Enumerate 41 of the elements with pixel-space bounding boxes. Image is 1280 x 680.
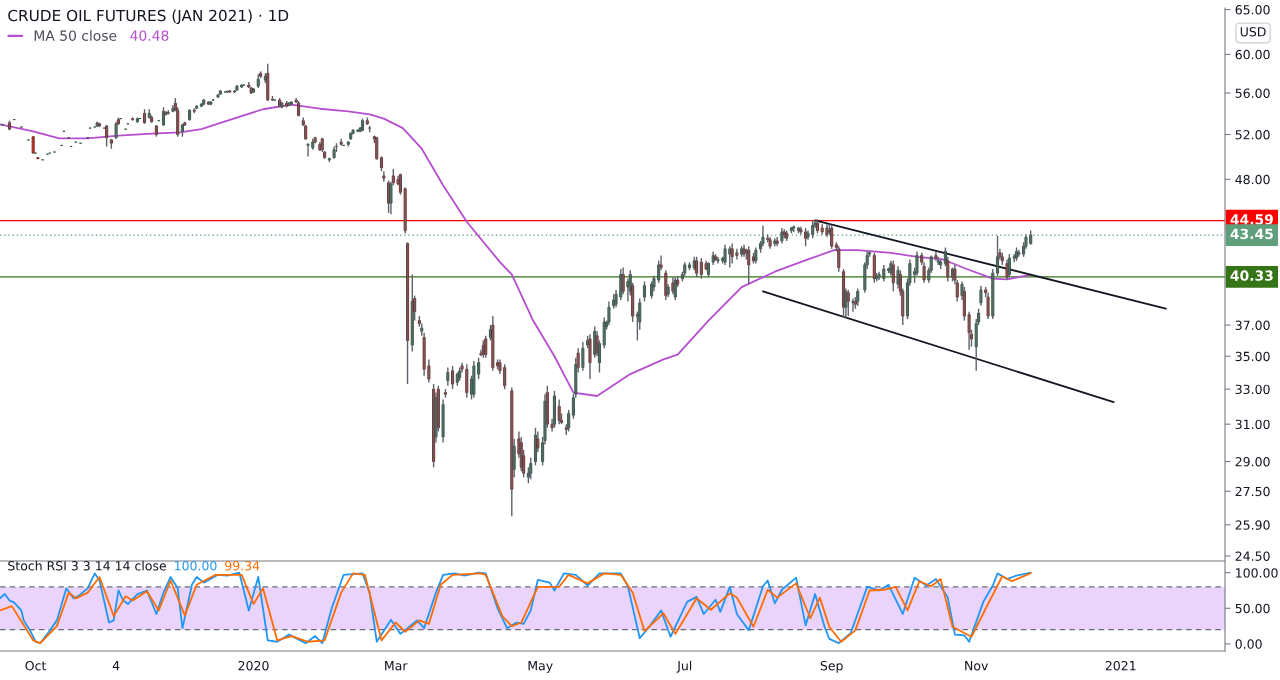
y-tick-label: 52.00 — [1235, 129, 1270, 140]
annotation: 99.34 — [225, 561, 260, 571]
candlestick — [271, 95, 274, 102]
y-tick-label: 100.00 — [1236, 568, 1278, 578]
candlestick — [31, 136, 35, 154]
y-tick-label: 35.00 — [1235, 351, 1270, 362]
x-tick-label: Mar — [385, 661, 408, 671]
y-tick-label: 24.50 — [1235, 551, 1270, 561]
y-tick-label: 33.00 — [1235, 384, 1270, 395]
y-tick-label: 50.00 — [1235, 603, 1270, 614]
line-series — [0, 103, 1032, 397]
chart-title: Stoch RSI 3 3 14 14 close — [8, 560, 167, 571]
y-axis-title: USD — [1240, 27, 1266, 37]
ref-line-label: 44.59 — [1230, 214, 1273, 225]
y-tick-label: 60.00 — [1235, 49, 1270, 60]
annotation: 40.48 — [130, 30, 169, 41]
x-tick-label: 2020 — [238, 660, 269, 671]
y-tick-label: 29.00 — [1235, 456, 1270, 467]
ref-line-label: 43.45 — [1230, 228, 1273, 240]
y-tick-label: 56.00 — [1235, 88, 1270, 98]
annotation: 100.00 — [175, 561, 217, 571]
x-tick-label: May — [528, 661, 553, 673]
candlestick — [252, 87, 256, 94]
y-tick-label: 27.50 — [1235, 486, 1270, 497]
x-tick-label: Jul — [676, 660, 692, 673]
legend-label: MA 50 close — [34, 30, 117, 41]
y-tick-label: 65.00 — [1235, 5, 1270, 15]
x-tick-label: 2021 — [1105, 660, 1136, 671]
x-tick-label: Sep — [820, 660, 843, 673]
y-tick-label: 48.00 — [1235, 174, 1270, 185]
x-tick-label: 4 — [112, 661, 120, 671]
x-tick-label: Oct — [25, 660, 47, 671]
candlestick — [36, 157, 40, 160]
y-tick-label: 37.00 — [1235, 320, 1270, 331]
candlestick — [98, 122, 101, 128]
chart-title: CRUDE OIL FUTURES (JAN 2021) · 1D — [8, 9, 289, 25]
y-tick-label: 31.00 — [1235, 419, 1270, 430]
x-tick-label: Nov — [965, 661, 989, 671]
y-tick-label: 25.90 — [1235, 520, 1270, 530]
y-tick-label: 0.00 — [1235, 639, 1262, 649]
ref-line-label: 40.33 — [1230, 270, 1273, 281]
